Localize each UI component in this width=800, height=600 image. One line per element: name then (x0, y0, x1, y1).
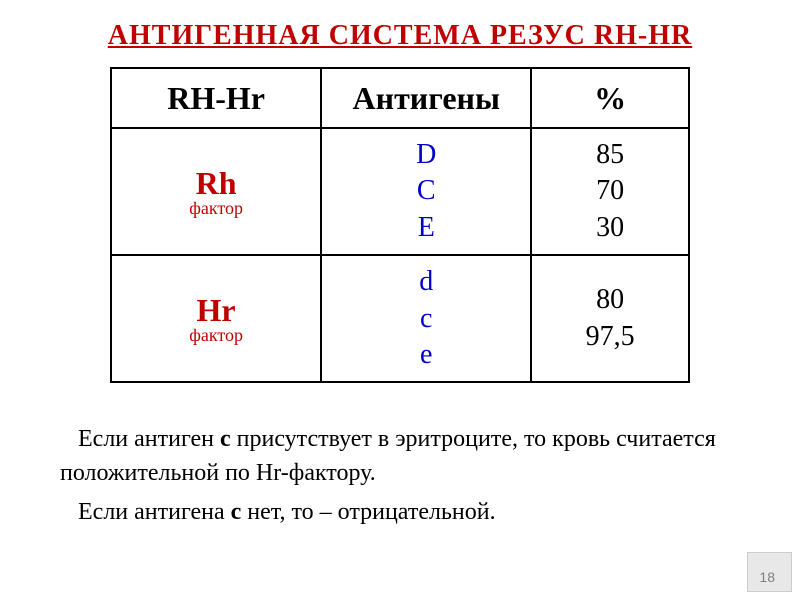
description-p2: Если антигена с нет, то – отрицательной. (60, 496, 750, 530)
table-row-rh: Rh фактор D C E 85 70 30 (111, 128, 689, 255)
hr-label: Hr (197, 292, 236, 328)
rh-antigens-cell: D C E (321, 128, 531, 255)
header-percent: % (531, 68, 689, 128)
header-rh-hr: RH-Hr (111, 68, 321, 128)
antigen-c-upper: C (334, 173, 518, 209)
percent-c-lower: 80 (544, 282, 676, 318)
p2-before: Если антигена (78, 499, 231, 525)
header-antigens: Антигены (321, 68, 531, 128)
antigen-d-lower: d (334, 264, 518, 300)
description-block: Если антиген с присутствует в эритроците… (50, 423, 750, 529)
rh-label-cell: Rh фактор (111, 128, 321, 255)
hr-sublabel: фактор (124, 326, 308, 344)
antigen-table: RH-Hr Антигены % Rh фактор D C E 85 70 (110, 67, 690, 383)
antigen-d: D (334, 137, 518, 173)
p2-bold: с (231, 499, 242, 525)
percent-e-lower: 97,5 (544, 319, 676, 355)
rh-sublabel: фактор (124, 199, 308, 217)
percent-d: 85 (544, 137, 676, 173)
percent-e-upper: 30 (544, 210, 676, 246)
rh-percent-cell: 85 70 30 (531, 128, 689, 255)
p1-bold: с (220, 426, 231, 452)
hr-antigens-cell: d c e (321, 255, 531, 382)
description-p1: Если антиген с присутствует в эритроците… (60, 423, 750, 490)
percent-c-upper: 70 (544, 173, 676, 209)
hr-label-cell: Hr фактор (111, 255, 321, 382)
antigen-e-lower: e (334, 337, 518, 373)
p1-before: Если антиген (78, 426, 220, 452)
table-row-hr: Hr фактор d c e 80 97,5 (111, 255, 689, 382)
table-header-row: RH-Hr Антигены % (111, 68, 689, 128)
p2-after: нет, то – отрицательной. (241, 499, 495, 525)
slide-title: АНТИГЕННАЯ СИСТЕМА РЕЗУС RH-HR (50, 20, 750, 52)
page-number: 18 (759, 569, 775, 585)
antigen-c-lower: c (334, 301, 518, 337)
hr-percent-cell: 80 97,5 (531, 255, 689, 382)
antigen-e-upper: E (334, 210, 518, 246)
table-container: RH-Hr Антигены % Rh фактор D C E 85 70 (50, 67, 750, 383)
rh-label: Rh (196, 165, 237, 201)
